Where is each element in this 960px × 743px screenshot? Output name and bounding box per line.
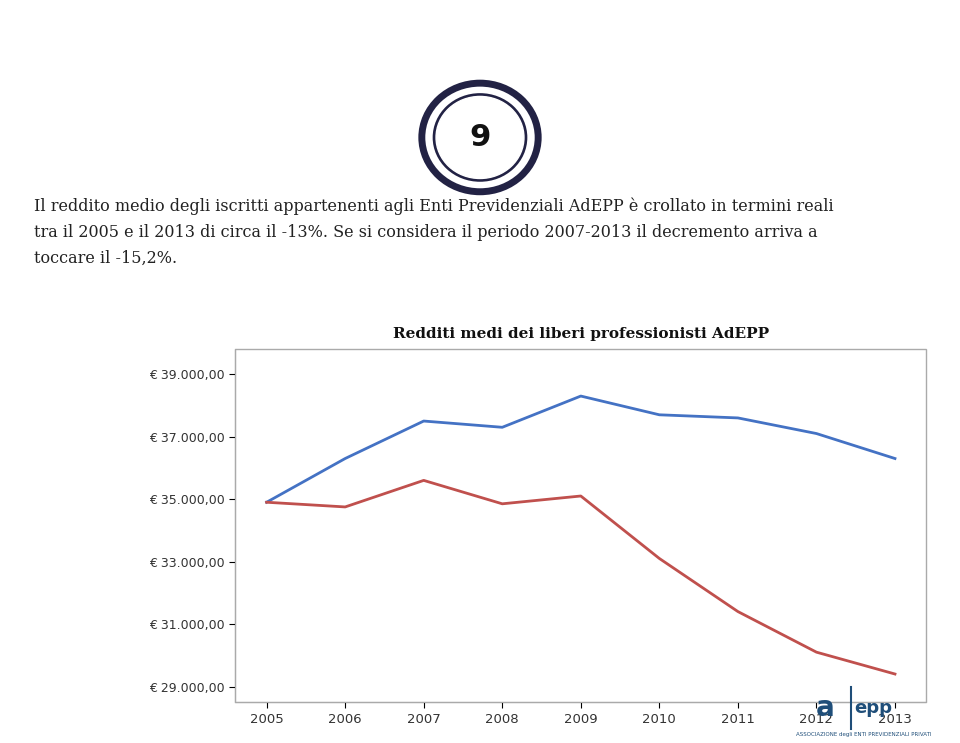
Text: 9: 9 — [469, 123, 491, 152]
Text: L’analisi dei redditi: L’analisi dei redditi — [308, 28, 652, 59]
Text: ASSOCIAZIONE degli ENTI PREVIDENZIALI PRIVATI: ASSOCIAZIONE degli ENTI PREVIDENZIALI PR… — [796, 732, 932, 737]
Text: a: a — [816, 694, 835, 721]
Text: Il reddito medio degli iscritti appartenenti agli Enti Previdenziali AdEPP è cro: Il reddito medio degli iscritti apparten… — [34, 198, 833, 267]
Text: Il collettivo complessivamente considerato: Il collettivo complessivamente considera… — [269, 85, 691, 103]
Circle shape — [436, 97, 524, 178]
Title: Redditi medi dei liberi professionisti AdEPP: Redditi medi dei liberi professionisti A… — [393, 327, 769, 341]
Text: epp: epp — [854, 698, 893, 717]
